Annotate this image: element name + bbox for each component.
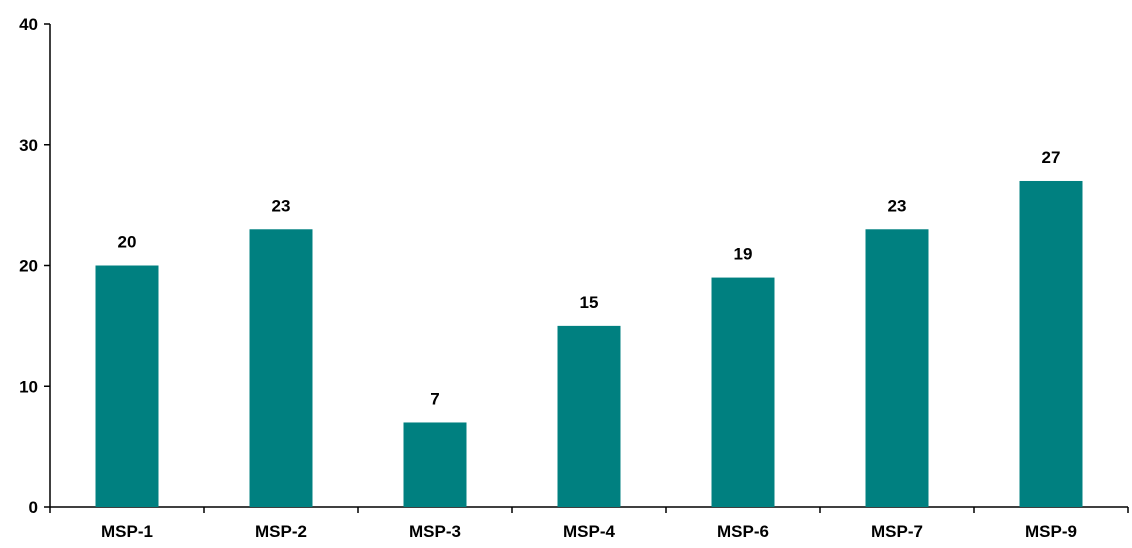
bar-msp-4 (557, 325, 621, 507)
y-tick-label: 40 (19, 15, 38, 34)
data-label: 27 (1042, 148, 1061, 167)
data-label: 19 (734, 245, 753, 264)
data-label: 15 (580, 293, 599, 312)
y-tick-label: 20 (19, 257, 38, 276)
x-axis: MSP-1 MSP-2 MSP-3 MSP-4 MSP-6 MSP-7 MSP-9 (49, 506, 1129, 541)
bar-msp-7 (865, 229, 929, 507)
x-category-label: MSP-6 (717, 522, 769, 541)
data-label: 23 (888, 196, 907, 215)
x-category-label: MSP-9 (1025, 522, 1077, 541)
bars (95, 180, 1083, 507)
bar-msp-2 (249, 229, 313, 507)
bar-msp-1 (95, 265, 159, 507)
x-category-label: MSP-2 (255, 522, 307, 541)
bar-msp-9 (1019, 180, 1083, 507)
x-category-label: MSP-1 (101, 522, 153, 541)
y-axis: 0 10 20 30 40 (19, 15, 51, 517)
y-tick-label: 0 (29, 498, 38, 517)
data-label: 20 (118, 233, 137, 252)
y-tick-label: 30 (19, 136, 38, 155)
data-labels: 20 23 7 15 19 23 27 (118, 148, 1061, 409)
x-category-label: MSP-4 (563, 522, 616, 541)
bar-msp-3 (403, 422, 467, 507)
x-category-label: MSP-7 (871, 522, 923, 541)
data-label: 23 (272, 196, 291, 215)
x-category-label: MSP-3 (409, 522, 461, 541)
bar-msp-6 (711, 277, 775, 507)
y-tick-label: 10 (19, 377, 38, 396)
data-label: 7 (430, 389, 439, 408)
